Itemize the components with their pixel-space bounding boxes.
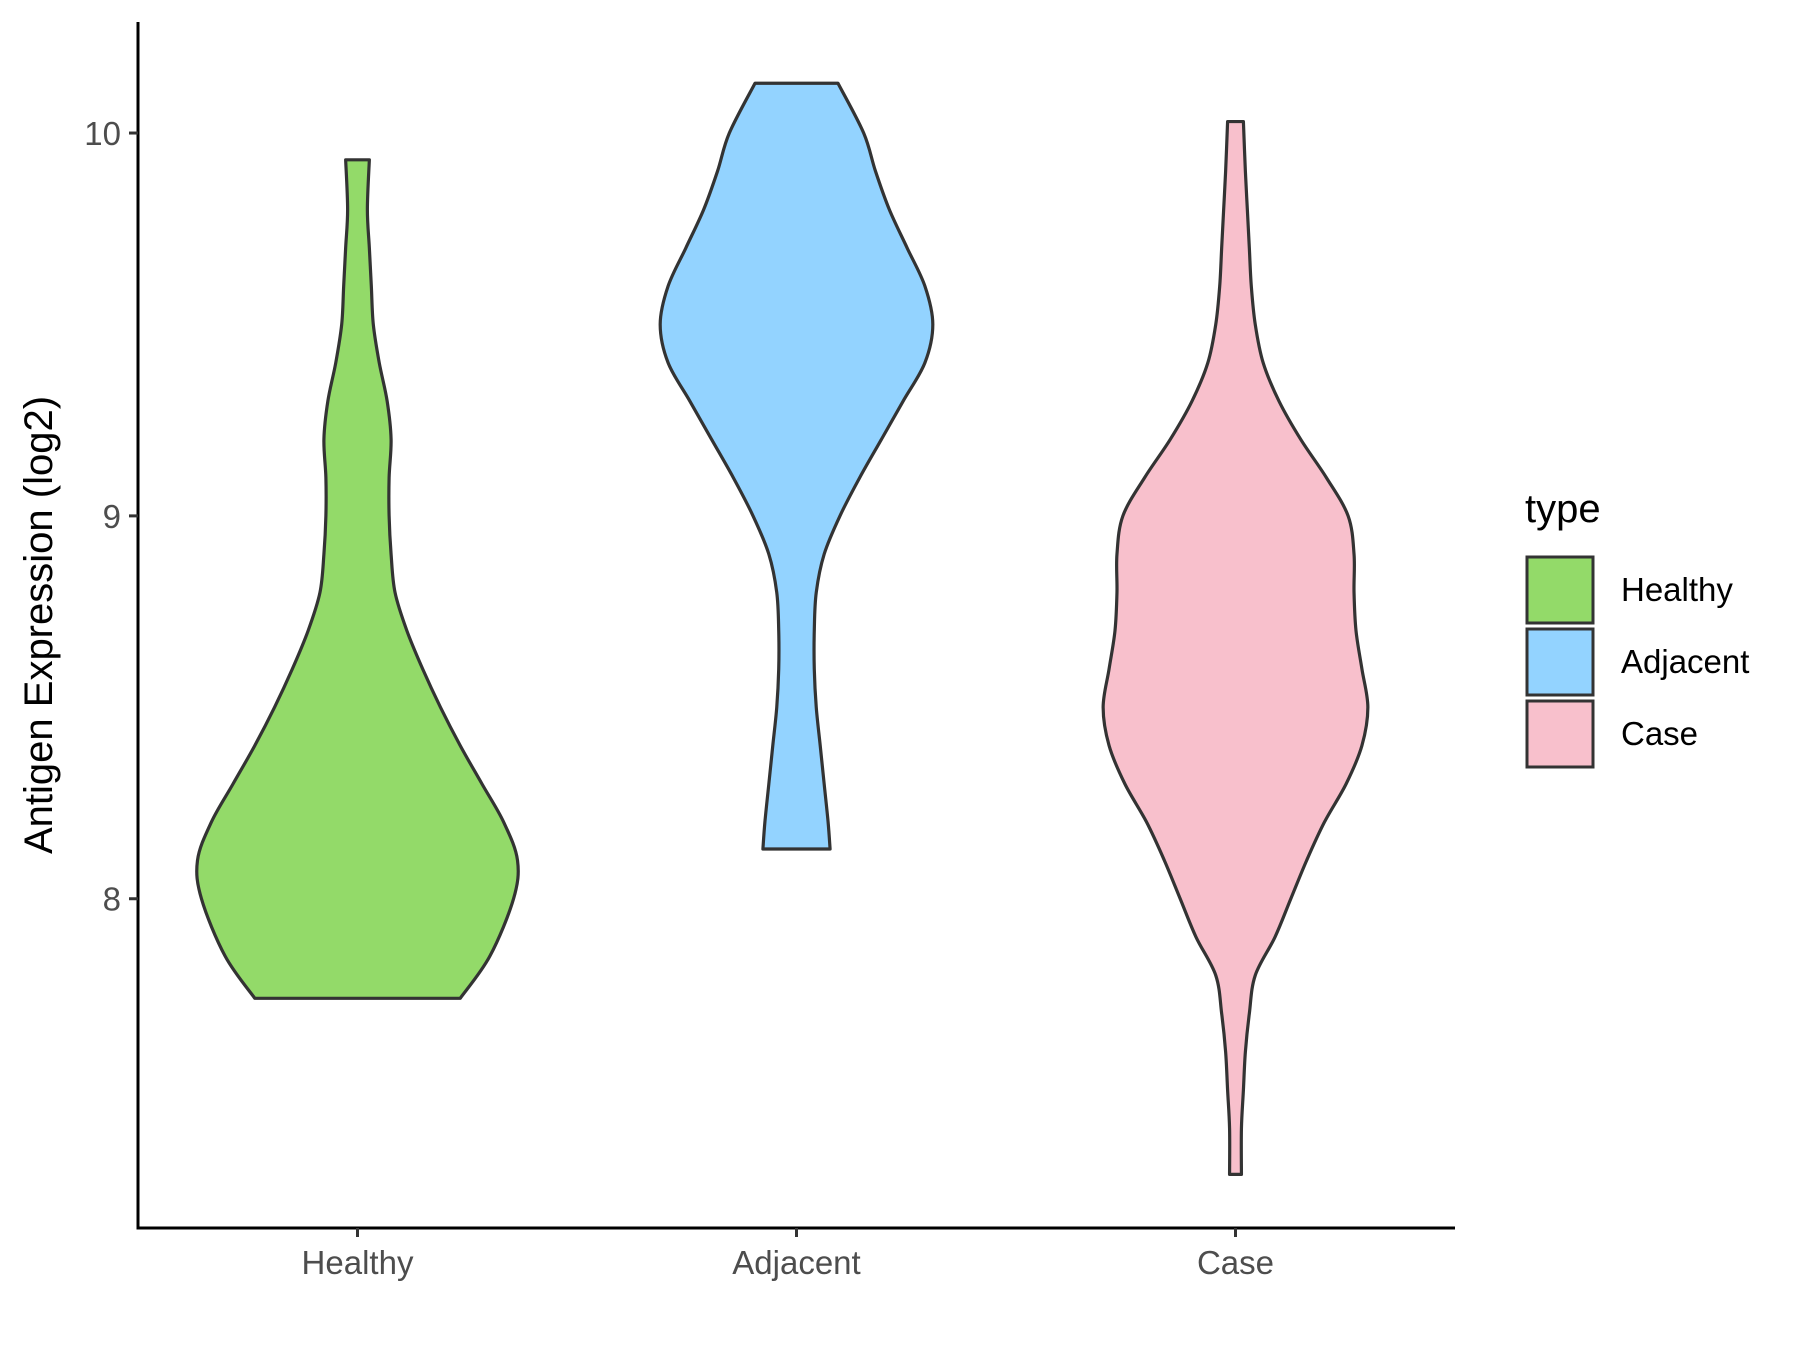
x-tick-label: Case xyxy=(1197,1244,1274,1281)
legend: type Healthy Adjacent Case xyxy=(1525,487,1749,769)
legend-label-healthy: Healthy xyxy=(1621,571,1733,608)
y-tick-label: 9 xyxy=(103,498,121,535)
legend-label-adjacent: Adjacent xyxy=(1621,643,1749,680)
violin-case xyxy=(1101,119,1370,1176)
y-axis-title: Antigen Expression (log2) xyxy=(17,396,61,854)
legend-key-case xyxy=(1525,699,1595,769)
x-ticks: Healthy Adjacent Case xyxy=(302,1228,1274,1281)
legend-key-healthy xyxy=(1525,555,1595,625)
y-ticks: 8 9 10 xyxy=(84,115,138,918)
legend-label-case: Case xyxy=(1621,715,1698,752)
violin-healthy xyxy=(195,158,520,1000)
y-tick-label: 10 xyxy=(84,115,121,152)
x-tick-label: Adjacent xyxy=(732,1244,860,1281)
y-tick-label: 8 xyxy=(103,881,121,918)
plot-area xyxy=(195,81,1370,1176)
legend-title: type xyxy=(1525,487,1601,531)
violin-adjacent xyxy=(658,81,935,851)
x-tick-label: Healthy xyxy=(302,1244,414,1281)
legend-key-adjacent xyxy=(1525,627,1595,697)
